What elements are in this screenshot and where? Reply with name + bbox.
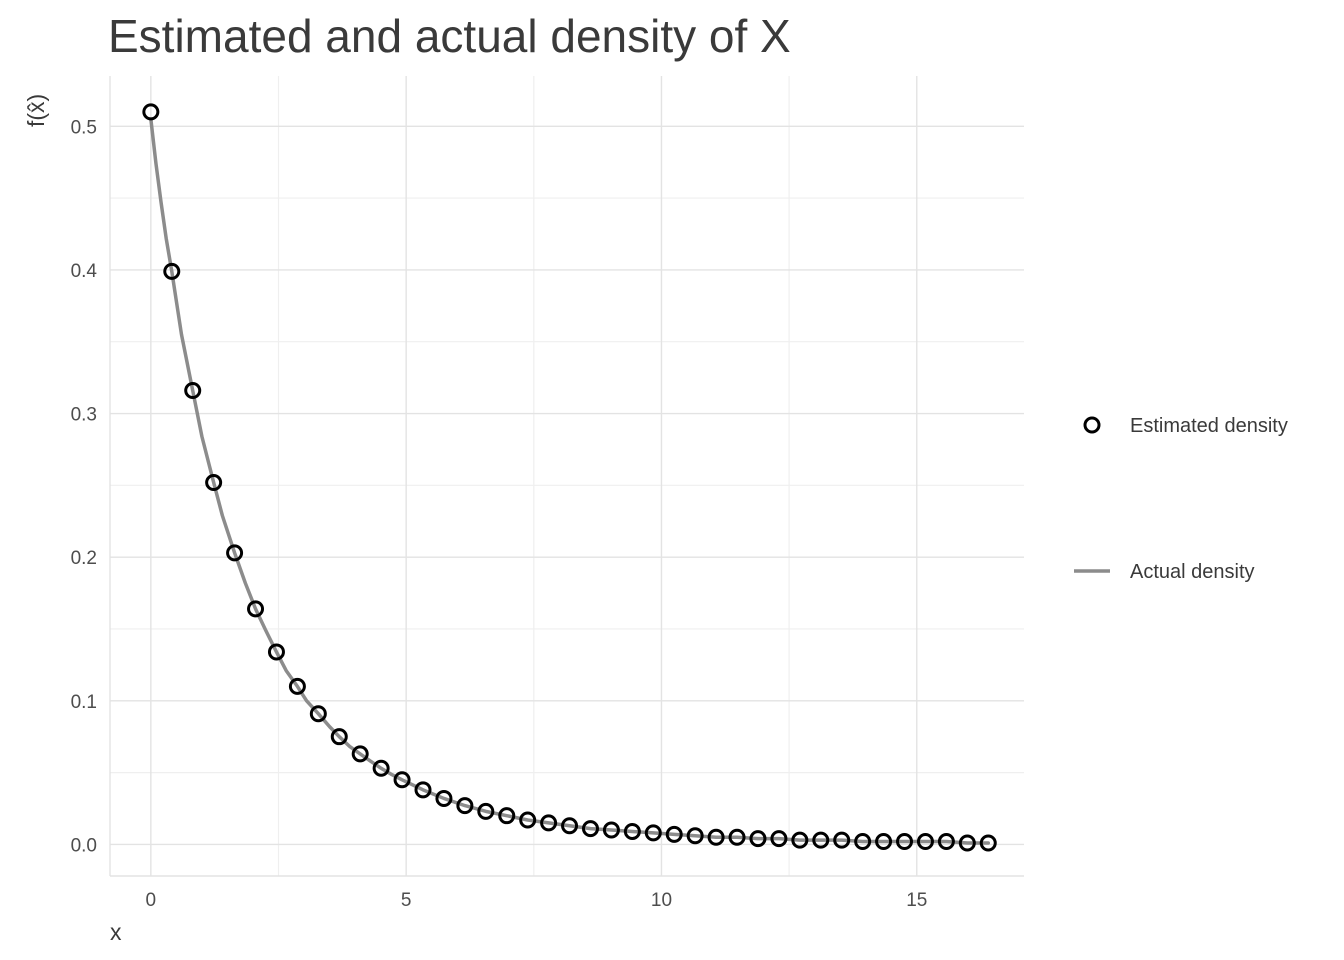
estimated-density-point <box>184 382 202 400</box>
y-axis-label: f(x̂) <box>23 94 49 127</box>
estimated-density-point <box>519 811 537 829</box>
estimated-density-point <box>875 833 893 851</box>
actual-density-series <box>149 117 991 845</box>
estimated-density-point <box>979 834 997 852</box>
estimated-density-point <box>728 828 746 846</box>
chart-title: Estimated and actual density of X <box>108 10 791 62</box>
legend-label-actual-density: Actual density <box>1130 561 1255 583</box>
estimated-density-point <box>812 831 830 849</box>
y-tick-label: 0.1 <box>71 692 97 713</box>
estimated-density-point <box>707 828 725 846</box>
estimated-density-point <box>686 827 704 845</box>
estimated-density-point <box>833 831 851 849</box>
legend-key-estimated-density <box>1083 416 1101 434</box>
estimated-density-point <box>770 830 788 848</box>
x-tick-label: 10 <box>651 890 672 911</box>
estimated-density-point <box>142 103 160 121</box>
estimated-density-point <box>896 833 914 851</box>
estimated-density-point <box>351 745 369 763</box>
legend: Estimated density Actual density <box>1074 415 1288 583</box>
y-tick-label: 0.0 <box>71 835 97 856</box>
major-gridlines <box>110 76 1024 876</box>
x-axis-label: x <box>110 919 122 945</box>
y-tick-label: 0.5 <box>71 117 97 138</box>
estimated-density-point <box>267 643 285 661</box>
estimated-density-point <box>247 600 265 618</box>
y-tick-label: 0.4 <box>71 261 98 282</box>
estimated-density-point <box>456 797 474 815</box>
y-tick-label: 0.2 <box>71 548 97 569</box>
estimated-density-series <box>142 103 997 852</box>
estimated-density-point <box>937 833 955 851</box>
estimated-density-point <box>602 821 620 839</box>
estimated-density-point <box>393 771 411 789</box>
estimated-density-point <box>644 824 662 842</box>
estimated-density-point <box>205 473 223 491</box>
estimated-density-point <box>623 822 641 840</box>
x-tick-label: 5 <box>401 890 412 911</box>
actual-density-line <box>149 117 991 845</box>
estimated-density-point <box>372 759 390 777</box>
estimated-density-point <box>435 789 453 807</box>
estimated-density-point <box>414 781 432 799</box>
estimated-density-point <box>581 820 599 838</box>
estimated-density-point <box>288 677 306 695</box>
estimated-density-point <box>916 833 934 851</box>
minor-gridlines <box>110 76 1024 876</box>
estimated-density-point <box>226 544 244 562</box>
estimated-density-point <box>540 814 558 832</box>
estimated-density-point <box>665 825 683 843</box>
estimated-density-point <box>330 728 348 746</box>
estimated-density-point <box>309 705 327 723</box>
estimated-density-point <box>498 807 516 825</box>
estimated-density-point <box>561 817 579 835</box>
y-tick-label: 0.3 <box>71 405 97 426</box>
estimated-density-point <box>958 834 976 852</box>
estimated-density-point <box>854 833 872 851</box>
estimated-density-point <box>477 802 495 820</box>
estimated-density-point <box>749 830 767 848</box>
x-tick-label: 15 <box>906 890 927 911</box>
estimated-density-point <box>791 831 809 849</box>
x-axis-ticks: 0 5 10 15 <box>146 890 928 911</box>
y-axis-ticks: 0.0 0.1 0.2 0.3 0.4 0.5 <box>71 117 98 856</box>
legend-label-estimated-density: Estimated density <box>1130 415 1288 437</box>
x-tick-label: 0 <box>146 890 157 911</box>
estimated-density-point <box>163 262 181 280</box>
